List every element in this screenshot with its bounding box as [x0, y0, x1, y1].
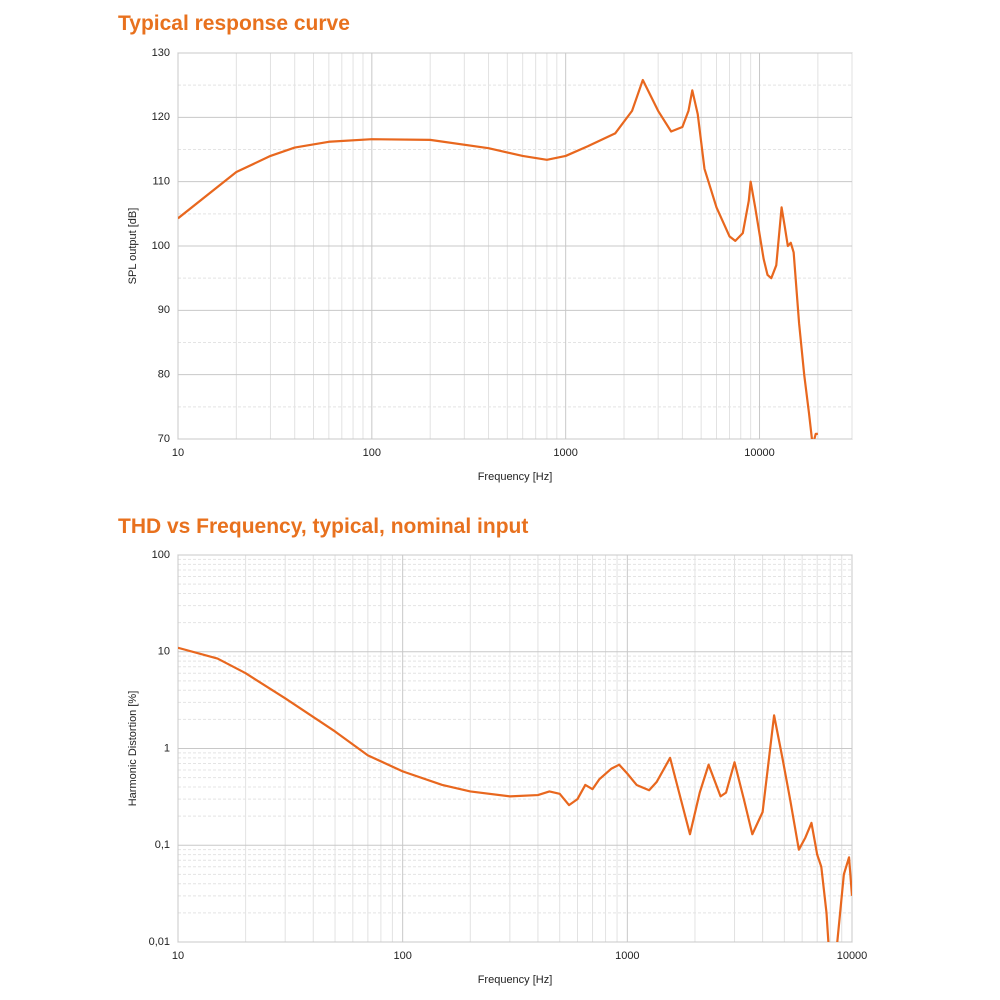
x-tick-label: 1000	[553, 447, 577, 459]
x-tick-label: 100	[393, 950, 411, 962]
y-tick-label: 0,1	[155, 839, 170, 851]
x-tick-label: 10	[172, 447, 184, 459]
y-tick-label: 1	[164, 742, 170, 754]
y-tick-label: 110	[152, 176, 170, 188]
x-tick-label: 10000	[744, 447, 775, 459]
x-axis-label: Frequency [Hz]	[478, 974, 553, 986]
y-tick-label: 70	[158, 433, 170, 445]
y-tick-label: 90	[158, 304, 170, 316]
y-tick-label: 120	[152, 111, 170, 123]
y-axis-label: SPL output [dB]	[127, 208, 139, 285]
data-line	[178, 78, 818, 439]
x-tick-label: 1000	[615, 950, 639, 962]
y-tick-label: 100	[152, 549, 170, 561]
y-tick-label: 10	[158, 646, 170, 658]
x-tick-label: 10000	[837, 950, 868, 962]
y-tick-label: 100	[152, 240, 170, 252]
chart-title: Typical response curve	[118, 12, 350, 35]
y-axis-label: Harmonic Distortion [%]	[127, 691, 139, 807]
y-tick-label: 0,01	[149, 936, 170, 948]
chart-title: THD vs Frequency, typical, nominal input	[118, 515, 528, 538]
x-tick-label: 100	[363, 447, 381, 459]
y-tick-label: 130	[152, 47, 170, 59]
x-tick-label: 10	[172, 950, 184, 962]
x-axis-label: Frequency [Hz]	[478, 471, 553, 483]
y-tick-label: 80	[158, 369, 170, 381]
data-line	[178, 646, 852, 942]
